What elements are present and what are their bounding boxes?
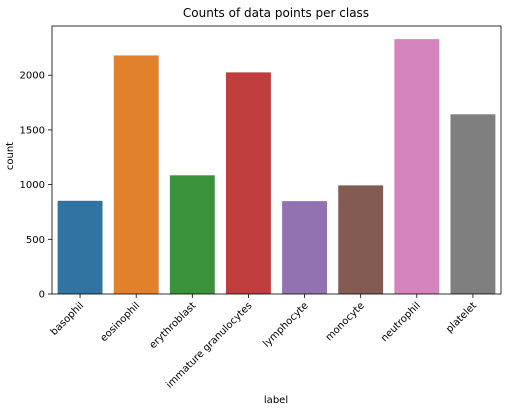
y-tick-label: 1500 [20,125,45,136]
x-axis-label: label [264,395,288,406]
x-tick-label: platelet [444,300,479,335]
bar-platelet [450,114,496,294]
y-tick-label: 500 [26,235,45,246]
bar-monocyte [338,185,384,294]
plot-area: 0 500 1000 1500 2000 basophil eosinophil erythr… [20,25,502,391]
x-tick-label: basophil [49,300,87,338]
bar-eosinophil [113,55,159,295]
y-tick-label: 2000 [20,71,45,82]
y-axis-label: count [5,142,16,170]
x-tick-label: monocyte [324,300,367,343]
x-tick-label: lymphocyte [261,300,310,349]
x-tick-label: neutrophil [379,300,423,344]
x-tick-label: eosinophil [98,300,142,344]
x-tick-label: erythroblast [148,300,199,351]
y-tick-label: 0 [39,290,45,301]
bar-immature-granulocytes [225,72,271,294]
chart-title: Counts of data points per class [183,6,369,20]
y-tick-label: 1000 [20,180,45,191]
bar-basophil [57,200,103,294]
plot-frame [51,25,502,295]
bar-erythroblast [169,175,215,294]
bar-lymphocyte [282,201,328,294]
bar-neutrophil [394,39,440,294]
